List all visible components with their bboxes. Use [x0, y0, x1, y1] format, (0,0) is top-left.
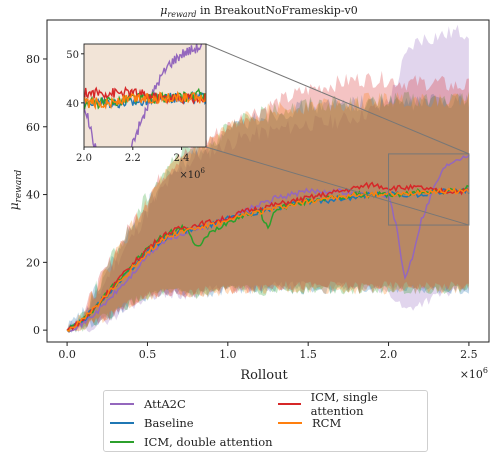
x-tick-label: 0.5 — [139, 348, 157, 361]
legend-label: AttA2C — [144, 397, 186, 411]
inset-y-tick-label: 40 — [66, 99, 79, 110]
legend-label: ICM, double attention — [144, 435, 273, 449]
inset-x-multiplier-exp: 6 — [201, 167, 206, 175]
legend-swatch — [278, 403, 301, 405]
inset-y-tick-label: 50 — [66, 50, 79, 61]
inset-zoom-region — [388, 153, 470, 226]
y-tick-label: 20 — [26, 256, 40, 269]
plot-frame — [46, 19, 490, 343]
x-multiplier-base: ×10 — [460, 368, 483, 381]
inset-frame — [83, 43, 207, 148]
inset-series-line-0 — [84, 44, 206, 147]
main-bands — [67, 24, 469, 334]
chart-title: μreward in BreakoutNoFrameskip-v0 — [160, 4, 358, 19]
legend-label: RCM — [312, 416, 342, 430]
band-0 — [67, 24, 469, 333]
legend-item: ICM, single attention — [278, 390, 427, 418]
legend-swatch — [110, 422, 134, 424]
inset-x-tick-label: 2.4 — [174, 153, 190, 164]
inset-series-line-4 — [84, 90, 206, 111]
legend: AttA2C Baseline ICM, double attention ICM, … — [103, 390, 428, 452]
inset-x-tick-label: 2.0 — [76, 153, 92, 164]
x-multiplier-exp: 6 — [483, 366, 488, 375]
title-subscript: reward — [167, 10, 196, 19]
y-tick-label: 0 — [33, 324, 40, 337]
ylabel-symbol: μ — [7, 202, 21, 210]
inset-x-multiplier: ×106 — [179, 167, 205, 181]
series-line-0 — [66, 154, 470, 333]
main-lines — [66, 154, 470, 333]
inset-x-multiplier-base: ×10 — [179, 170, 200, 181]
legend-item: AttA2C — [110, 395, 186, 413]
ylabel-subscript: reward — [14, 169, 24, 202]
x-axis-label: Rollout — [240, 368, 288, 383]
series-line-4 — [66, 186, 470, 333]
title-rest: in BreakoutNoFrameskip-v0 — [197, 4, 358, 17]
legend-swatch — [110, 403, 134, 405]
x-tick-label: 1.0 — [219, 348, 237, 361]
inset-lines — [84, 44, 206, 147]
x-tick-label: 0.0 — [58, 348, 76, 361]
main-axis-ticks: 0.0 0.5 1.0 1.5 2.0 2.5 0 20 40 60 80 — [26, 53, 478, 361]
inset-x-tick-label: 2.2 — [125, 153, 141, 164]
x-tick-label: 2.0 — [380, 348, 398, 361]
legend-swatch — [278, 422, 302, 424]
x-tick-label: 1.5 — [299, 348, 317, 361]
band-1 — [67, 92, 469, 333]
connector-line — [205, 146, 470, 226]
legend-label: Baseline — [144, 416, 194, 430]
y-tick-label: 40 — [26, 189, 40, 202]
y-axis-label: μreward — [7, 169, 24, 210]
legend-swatch — [110, 441, 134, 443]
band-4 — [67, 92, 469, 334]
y-tick-label: 80 — [26, 53, 40, 66]
legend-item: RCM — [278, 414, 341, 432]
series-line-3 — [66, 181, 470, 331]
inset-axis-ticks: 2.0 2.2 2.4 40 50 — [66, 50, 189, 164]
legend-item: Baseline — [110, 414, 194, 432]
connector-line — [205, 43, 470, 155]
x-multiplier: ×106 — [460, 366, 488, 381]
title-symbol: μ — [160, 4, 167, 17]
inset-connectors — [205, 43, 470, 226]
legend-label: ICM, single attention — [310, 390, 378, 418]
legend-item: ICM, double attention — [110, 433, 273, 451]
band-2 — [67, 91, 469, 333]
x-tick-label: 2.5 — [460, 348, 478, 361]
y-tick-label: 60 — [26, 121, 40, 134]
